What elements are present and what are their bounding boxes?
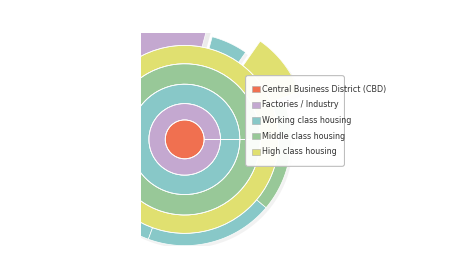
Polygon shape	[187, 39, 248, 142]
FancyBboxPatch shape	[246, 76, 345, 166]
Polygon shape	[203, 46, 303, 133]
Text: Working class housing: Working class housing	[262, 116, 351, 125]
Polygon shape	[106, 19, 209, 126]
Bar	[252, 149, 260, 155]
Text: Central Business District (CBD): Central Business District (CBD)	[262, 85, 386, 94]
Polygon shape	[81, 67, 187, 242]
Polygon shape	[187, 106, 293, 142]
Polygon shape	[187, 142, 293, 210]
Circle shape	[165, 120, 204, 159]
Bar	[252, 86, 260, 92]
Polygon shape	[109, 24, 212, 130]
Text: Middle class housing: Middle class housing	[262, 132, 345, 141]
Polygon shape	[91, 45, 279, 233]
Bar	[252, 133, 260, 139]
Polygon shape	[129, 84, 240, 195]
Text: Factories / Industry: Factories / Industry	[262, 100, 338, 109]
Polygon shape	[149, 104, 220, 175]
Polygon shape	[185, 103, 291, 139]
Polygon shape	[78, 64, 185, 239]
Bar	[252, 102, 260, 108]
Polygon shape	[185, 139, 291, 208]
Bar	[252, 118, 260, 124]
Polygon shape	[185, 37, 246, 139]
Text: High class housing: High class housing	[262, 147, 337, 156]
Polygon shape	[148, 139, 266, 246]
Polygon shape	[199, 41, 299, 128]
Polygon shape	[109, 64, 260, 215]
Polygon shape	[151, 142, 268, 248]
